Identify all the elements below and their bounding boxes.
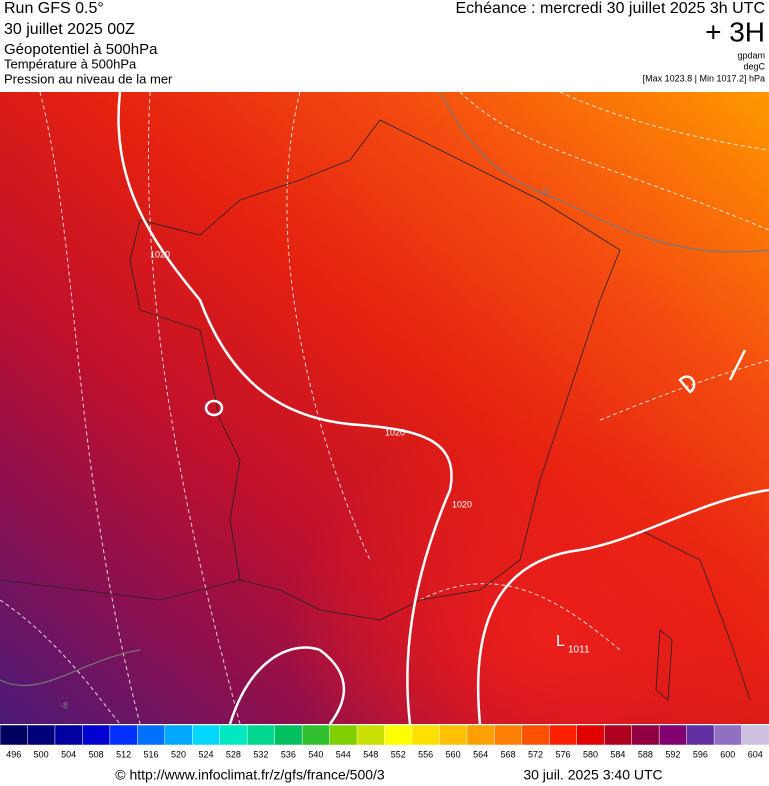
header: Run GFS 0.5° 30 juillet 2025 00Z Géopote…	[4, 0, 766, 86]
colorbar-label: 604	[748, 749, 763, 759]
colorbar-label: 496	[6, 749, 21, 759]
colorbar-label: 552	[391, 749, 406, 759]
colorbar-swatch	[549, 724, 578, 746]
isotherm-label: -16	[536, 186, 549, 196]
colorbar-label: 508	[89, 749, 104, 759]
temperature-field	[0, 92, 769, 724]
colorbar-label: 524	[198, 749, 213, 759]
colorbar-label: 548	[363, 749, 378, 759]
colorbar-swatch	[82, 724, 111, 746]
colorbar-swatch	[631, 724, 660, 746]
colorbar-label: 500	[34, 749, 49, 759]
echeance: Echéance : mercredi 30 juillet 2025 3h U…	[456, 0, 766, 17]
isotherms	[0, 91, 769, 686]
colorbar-swatch	[466, 724, 496, 746]
colorbar-label: 564	[473, 749, 488, 759]
param: Température à 500hPa	[4, 56, 137, 71]
colorbar: 496 500 504 508 512 516 520 524 528 532 536 540 544 5…	[0, 724, 769, 759]
coastlines	[0, 119, 751, 701]
offset: + 3H	[705, 16, 765, 47]
colorbar-swatch	[411, 724, 441, 746]
colorbar-swatch	[521, 724, 551, 746]
colorbar-label: 504	[61, 749, 76, 759]
run-date: 30 juillet 2025 00Z	[4, 21, 135, 38]
colorbar-swatch	[219, 724, 248, 746]
colorbar-label: 520	[171, 749, 186, 759]
colorbar-label: 580	[583, 749, 598, 759]
colorbar-swatch	[192, 724, 221, 746]
colorbar-swatch	[164, 724, 194, 746]
colorbar-swatch	[274, 724, 303, 746]
colorbar-swatch	[658, 724, 688, 746]
isotherm-label: -8	[60, 700, 68, 710]
colorbar-label: 584	[610, 749, 625, 759]
unit: [Max 1023.8 | Min 1017.2] hPa	[643, 73, 765, 83]
colorbar-label: 592	[665, 749, 680, 759]
colorbar-swatch	[329, 724, 358, 746]
run: Run GFS 0.5°	[4, 0, 104, 17]
colorbar-label: 588	[638, 749, 653, 759]
colorbar-label: 596	[693, 749, 708, 759]
colorbar-label: 600	[720, 749, 735, 759]
colorbar-label: 532	[253, 749, 268, 759]
colorbar-swatch	[741, 724, 769, 746]
colorbar-swatch	[356, 724, 386, 746]
colorbar-swatch	[246, 724, 276, 746]
colorbar-label: 576	[556, 749, 571, 759]
param: Pression au niveau de la mer	[4, 71, 173, 86]
colorbar-swatch	[439, 724, 468, 746]
contour-label: 1020	[452, 499, 472, 509]
colorbar-swatch	[603, 724, 633, 746]
colorbar-label: 512	[116, 749, 131, 759]
unit: degC	[743, 61, 765, 71]
colorbar-label: 528	[226, 749, 241, 759]
colorbar-swatch	[27, 724, 56, 746]
colorbar-swatch	[384, 724, 413, 746]
unit: gpdam	[737, 50, 765, 60]
colorbar-swatch	[54, 724, 84, 746]
colorbar-swatch	[109, 724, 139, 746]
colorbar-label: 556	[418, 749, 433, 759]
map-labels: 1020 1020 1020 -16 -8 L 1011	[60, 186, 590, 710]
source: © http://www.infoclimat.fr/z/gfs/france/…	[115, 767, 385, 783]
contour-label: 1020	[150, 249, 170, 259]
colorbar-label: 572	[528, 749, 543, 759]
geopotential-contours	[0, 91, 769, 725]
pressure-contours	[117, 91, 769, 725]
low-marker: L	[556, 633, 565, 650]
colorbar-label: 568	[501, 749, 516, 759]
colorbar-swatch	[686, 724, 715, 746]
param: Géopotentiel à 500hPa	[4, 41, 158, 58]
timestamp: 30 juil. 2025 3:40 UTC	[523, 767, 662, 783]
colorbar-label: 516	[144, 749, 159, 759]
map: 1020 1020 1020 -16 -8 L 1011	[0, 91, 769, 725]
low-value: 1011	[568, 645, 590, 656]
colorbar-swatch	[137, 724, 166, 746]
colorbar-label: 544	[336, 749, 351, 759]
colorbar-swatch	[301, 724, 331, 746]
colorbar-label: 560	[446, 749, 461, 759]
colorbar-swatch	[0, 724, 29, 746]
colorbar-swatch	[494, 724, 523, 746]
contour-label: 1020	[385, 427, 405, 437]
colorbar-swatch	[576, 724, 605, 746]
colorbar-label: 536	[281, 749, 296, 759]
colorbar-swatch	[713, 724, 743, 746]
colorbar-label: 540	[308, 749, 323, 759]
